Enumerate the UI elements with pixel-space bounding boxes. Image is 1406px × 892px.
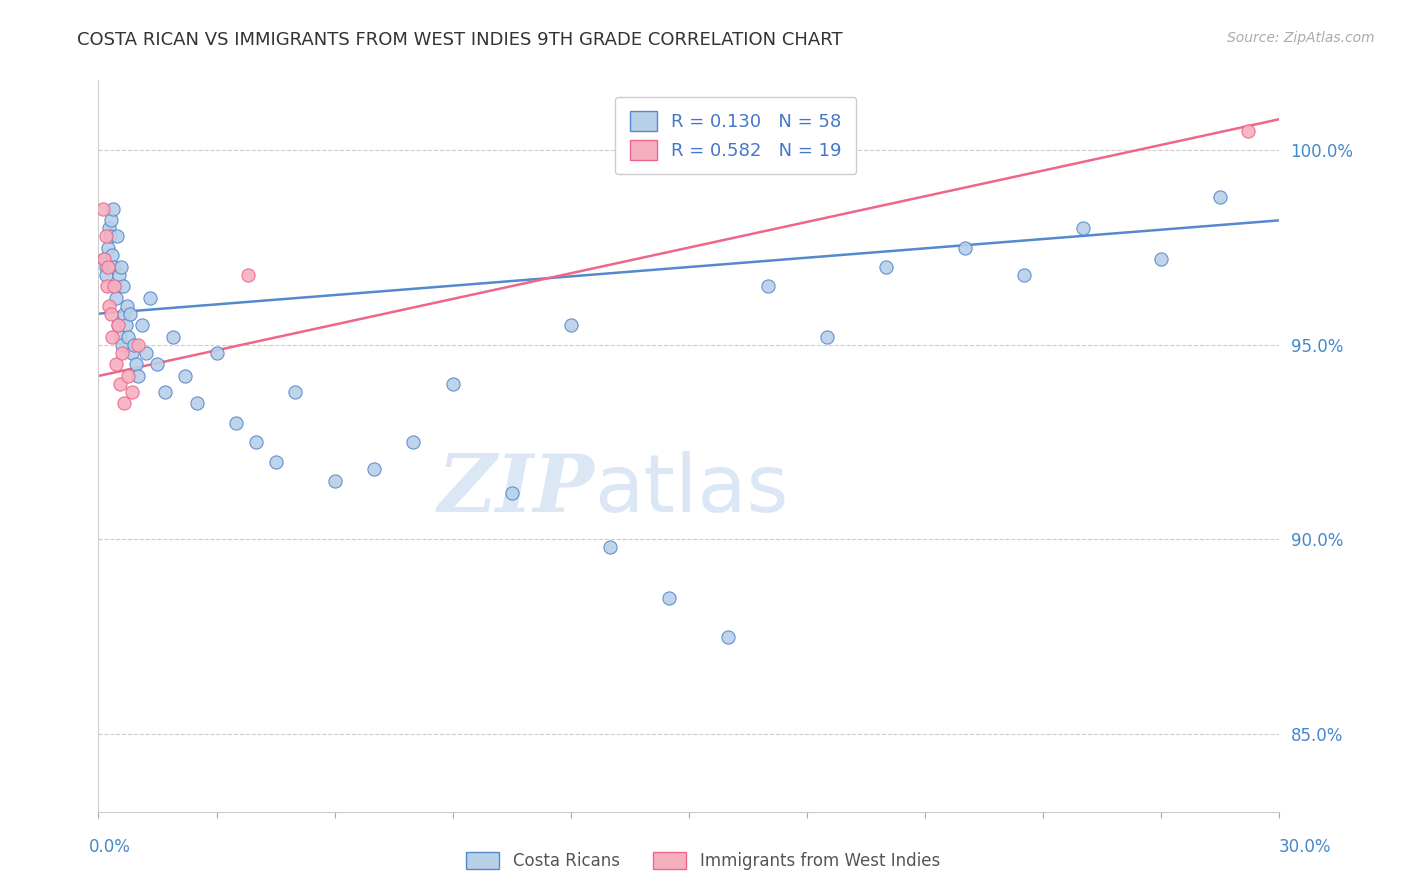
Point [108,268,131,282]
Legend: R = 0.130   N = 58, R = 0.582   N = 19: R = 0.130 N = 58, R = 0.582 N = 19 [616,96,856,174]
Point [97,241,120,255]
Point [112,307,135,321]
Point [363,462,385,476]
Point [100,213,122,227]
Point [105,228,128,243]
Point [127,368,149,383]
Point [658,591,681,605]
Point [1012,268,1035,282]
Point [93,252,115,267]
Point [94,228,117,243]
Point [953,241,976,255]
Point [111,338,134,352]
Point [112,396,135,410]
Point [155,384,177,399]
Point [815,330,838,344]
Text: 30.0%: 30.0% [1278,838,1331,855]
Point [103,279,125,293]
Point [97,260,120,274]
Point [107,318,129,333]
Point [98,221,121,235]
Point [91,202,114,216]
Point [717,630,740,644]
Point [105,291,128,305]
Point [98,299,121,313]
Point [115,318,138,333]
Point [100,307,122,321]
Point [125,357,148,371]
Point [560,318,582,333]
Point [105,357,128,371]
Point [323,474,346,488]
Text: atlas: atlas [595,450,789,529]
Point [121,345,143,359]
Point [122,338,145,352]
Text: 0.0%: 0.0% [89,838,131,855]
Point [1237,124,1260,138]
Point [98,228,121,243]
Point [108,330,131,344]
Point [96,268,118,282]
Point [186,396,208,410]
Point [93,252,115,267]
Point [441,376,464,391]
Point [162,330,184,344]
Point [103,260,125,274]
Point [245,435,267,450]
Point [107,318,129,333]
Point [103,202,125,216]
Point [94,260,117,274]
Point [205,345,228,359]
Point [264,454,287,468]
Point [875,260,897,274]
Point [501,485,523,500]
Point [108,376,131,391]
Point [284,384,307,399]
Point [101,248,124,262]
Point [131,318,153,333]
Point [146,357,169,371]
Point [402,435,425,450]
Point [236,268,259,282]
Point [138,291,160,305]
Text: ZIP: ZIP [437,451,595,529]
Point [118,307,141,321]
Point [96,279,118,293]
Text: Source: ZipAtlas.com: Source: ZipAtlas.com [1227,31,1375,45]
Point [101,330,124,344]
Point [111,279,134,293]
Text: COSTA RICAN VS IMMIGRANTS FROM WEST INDIES 9TH GRADE CORRELATION CHART: COSTA RICAN VS IMMIGRANTS FROM WEST INDI… [77,31,844,49]
Point [1071,221,1094,235]
Point [1150,252,1173,267]
Point [1209,190,1232,204]
Point [117,330,139,344]
Point [127,338,149,352]
Point [104,279,127,293]
Point [135,345,157,359]
Point [756,279,779,293]
Point [111,345,134,359]
Point [599,540,621,554]
Point [225,416,247,430]
Legend: Costa Ricans, Immigrants from West Indies: Costa Ricans, Immigrants from West Indie… [460,845,946,877]
Point [117,368,139,383]
Point [115,299,138,313]
Point [174,368,197,383]
Point [121,384,143,399]
Point [110,260,132,274]
